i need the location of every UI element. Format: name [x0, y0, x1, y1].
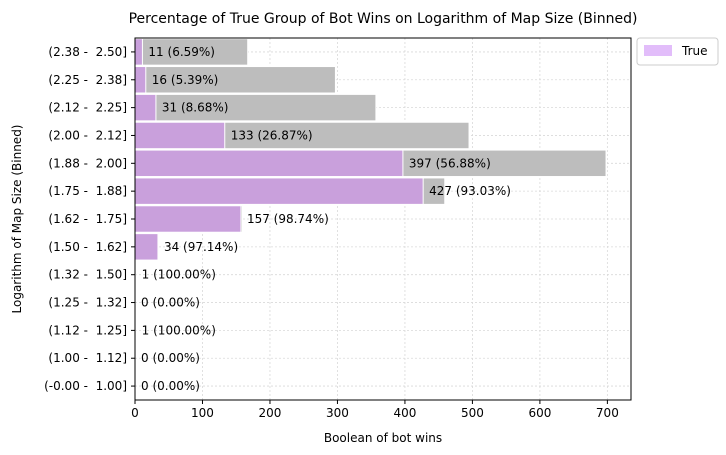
bar-true: [134, 38, 143, 66]
bar-value-label: 427 (93.03%): [429, 184, 511, 198]
bar-true: [134, 149, 404, 178]
x-tick-label: 700: [596, 406, 619, 420]
bar-true: [134, 177, 424, 205]
bar-true: [134, 205, 242, 233]
bar-value-label: 11 (6.59%): [148, 45, 215, 59]
bar-true: [134, 93, 157, 122]
bar-value-label: 157 (98.74%): [247, 212, 329, 226]
bar-true: [134, 66, 147, 94]
bar-true: [134, 121, 226, 150]
x-axis-label: Boolean of bot wins: [324, 431, 442, 445]
bar-value-label: 397 (56.88%): [409, 156, 491, 170]
legend: True: [636, 37, 719, 66]
y-tick-label: (1.00 - 1.12]: [48, 351, 127, 365]
y-tick-label: (1.50 - 1.62]: [48, 240, 127, 254]
bar-value-label: 1 (100.00%): [142, 323, 216, 337]
legend-swatch-true: [644, 45, 672, 56]
legend-label-true: True: [681, 44, 708, 58]
bar-true: [134, 233, 159, 261]
y-tick-label: (1.32 - 1.50]: [48, 268, 127, 282]
true-bars: [134, 38, 424, 345]
y-tick-label: (2.12 - 2.25]: [48, 101, 127, 115]
legend-frame: [636, 37, 719, 66]
bar-value-label: 0 (0.00%): [141, 379, 200, 393]
bar-value-label: 0 (0.00%): [141, 296, 200, 310]
x-tick-label: 200: [259, 406, 282, 420]
x-axis: 0 100 200 300 400 500 600 700: [131, 400, 619, 420]
chart-title: Percentage of True Group of Bot Wins on …: [129, 11, 638, 27]
data-labels: 0 (0.00%) 0 (0.00%) 1 (100.00%) 0 (0.00%) 1 …: [141, 45, 511, 393]
bar-total: [134, 66, 336, 94]
y-tick-label: (2.00 - 2.12]: [48, 128, 127, 142]
y-axis-label: Logarithm of Map Size (Binned): [10, 125, 24, 314]
bar-value-label: 133 (26.87%): [231, 128, 313, 142]
y-tick-label: (1.25 - 1.32]: [48, 296, 127, 310]
y-axis: (-0.00 - 1.00] (1.00 - 1.12] (1.12 - 1.25]…: [44, 45, 135, 393]
y-tick-label: (1.88 - 2.00]: [48, 156, 127, 170]
bar-value-label: 31 (8.68%): [162, 101, 229, 115]
bar-value-label: 0 (0.00%): [141, 351, 200, 365]
y-tick-label: (2.25 - 2.38]: [48, 73, 127, 87]
bar-total: [134, 93, 377, 122]
y-tick-label: (1.12 - 1.25]: [48, 323, 127, 337]
y-tick-label: (-0.00 - 1.00]: [44, 379, 127, 393]
bar-value-label: 16 (5.39%): [152, 73, 219, 87]
x-tick-label: 300: [326, 406, 349, 420]
x-tick-label: 400: [393, 406, 416, 420]
bar-value-label: 34 (97.14%): [164, 240, 238, 254]
y-tick-label: (1.75 - 1.88]: [48, 184, 127, 198]
bar-value-label: 1 (100.00%): [142, 268, 216, 282]
y-tick-label: (2.38 - 2.50]: [48, 45, 127, 59]
x-tick-label: 500: [461, 406, 484, 420]
x-tick-label: 100: [191, 406, 214, 420]
x-tick-label: 600: [528, 406, 551, 420]
y-tick-label: (1.62 - 1.75]: [48, 212, 127, 226]
x-tick-label: 0: [131, 406, 139, 420]
